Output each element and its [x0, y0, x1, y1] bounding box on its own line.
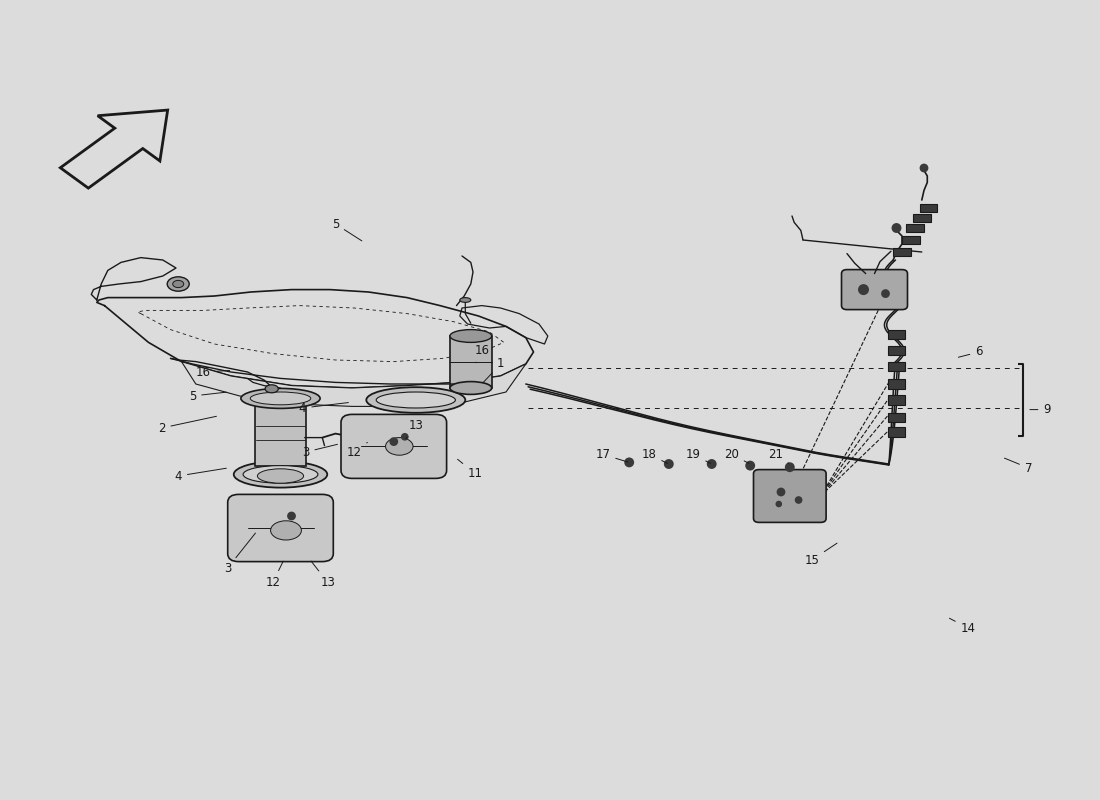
Bar: [888, 362, 905, 371]
Bar: [888, 413, 905, 422]
Bar: [906, 224, 924, 232]
Ellipse shape: [776, 501, 782, 507]
Polygon shape: [182, 362, 526, 406]
Ellipse shape: [376, 392, 455, 408]
Text: 1: 1: [483, 358, 504, 383]
Text: 4: 4: [175, 468, 227, 482]
Ellipse shape: [663, 459, 673, 469]
Text: 6: 6: [958, 346, 982, 358]
Ellipse shape: [386, 438, 414, 455]
Text: 15: 15: [804, 543, 837, 566]
Ellipse shape: [858, 284, 869, 295]
FancyBboxPatch shape: [842, 270, 908, 310]
Ellipse shape: [265, 385, 278, 393]
Ellipse shape: [460, 298, 471, 302]
Ellipse shape: [794, 496, 803, 504]
Text: 4: 4: [299, 402, 349, 414]
Ellipse shape: [287, 512, 296, 520]
Ellipse shape: [450, 382, 492, 394]
Ellipse shape: [920, 164, 928, 172]
Text: 3: 3: [224, 533, 255, 574]
FancyBboxPatch shape: [228, 494, 333, 562]
Text: 11: 11: [458, 459, 483, 480]
Bar: [893, 248, 911, 256]
Bar: [888, 330, 905, 339]
Text: 13: 13: [406, 419, 424, 439]
Ellipse shape: [389, 437, 398, 446]
Text: 19: 19: [685, 448, 711, 463]
Ellipse shape: [366, 387, 465, 413]
Ellipse shape: [233, 461, 328, 488]
Bar: [888, 346, 905, 355]
Ellipse shape: [241, 388, 320, 408]
FancyBboxPatch shape: [255, 401, 306, 466]
Text: 18: 18: [641, 448, 668, 463]
Bar: [888, 427, 905, 437]
Ellipse shape: [624, 458, 634, 467]
Ellipse shape: [271, 521, 301, 540]
Text: 5: 5: [189, 390, 227, 402]
Ellipse shape: [257, 469, 304, 483]
Ellipse shape: [400, 433, 409, 441]
Ellipse shape: [777, 488, 785, 496]
Text: 17: 17: [595, 448, 628, 462]
Ellipse shape: [881, 290, 890, 298]
Bar: [888, 395, 905, 405]
Text: 3: 3: [302, 444, 338, 458]
Ellipse shape: [251, 392, 310, 405]
Text: 9: 9: [1030, 403, 1050, 416]
Bar: [888, 379, 905, 389]
Ellipse shape: [167, 277, 189, 291]
Ellipse shape: [243, 466, 318, 483]
Bar: [450, 336, 492, 388]
Ellipse shape: [450, 330, 492, 342]
Text: 16: 16: [196, 366, 230, 378]
Ellipse shape: [746, 461, 756, 470]
Text: 13: 13: [311, 561, 336, 589]
Bar: [920, 204, 937, 212]
Ellipse shape: [891, 223, 901, 233]
Bar: [913, 214, 931, 222]
Text: 20: 20: [724, 448, 749, 463]
FancyBboxPatch shape: [754, 470, 826, 522]
Text: 14: 14: [949, 618, 976, 634]
Text: 21: 21: [768, 448, 789, 463]
Text: 2: 2: [158, 416, 217, 434]
Ellipse shape: [784, 462, 794, 472]
Text: 12: 12: [265, 562, 283, 589]
FancyBboxPatch shape: [341, 414, 447, 478]
Ellipse shape: [173, 280, 184, 288]
Text: 16: 16: [474, 344, 490, 362]
Text: 7: 7: [1004, 458, 1032, 474]
Bar: [902, 236, 920, 244]
Text: 12: 12: [346, 442, 367, 458]
Ellipse shape: [706, 459, 717, 469]
Text: 5: 5: [332, 218, 362, 241]
